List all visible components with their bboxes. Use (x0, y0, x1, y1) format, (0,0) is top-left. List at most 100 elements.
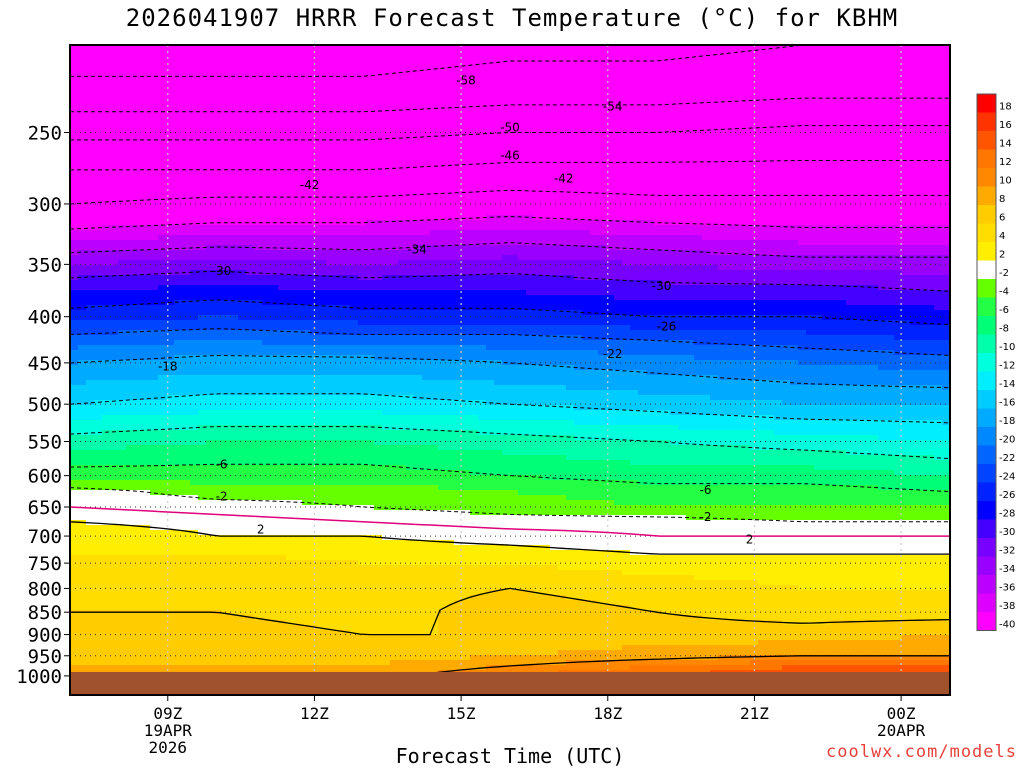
temp-cell (774, 150, 783, 156)
temp-cell (262, 135, 271, 141)
temp-cell (462, 105, 471, 111)
temp-cell (630, 105, 639, 111)
temp-cell (558, 255, 567, 261)
temp-cell (870, 230, 879, 236)
temp-cell (702, 110, 711, 116)
temp-cell (718, 150, 727, 156)
temp-cell (286, 85, 295, 91)
temp-cell (126, 260, 135, 266)
temp-cell (222, 45, 231, 51)
temp-cell (438, 240, 447, 246)
temp-cell (182, 260, 191, 266)
temp-cell (566, 180, 575, 186)
temp-cell (694, 70, 703, 76)
temp-cell (158, 95, 167, 101)
temp-cell (910, 155, 919, 161)
temp-cell (366, 250, 375, 256)
temp-cell (910, 75, 919, 81)
temp-cell (894, 240, 903, 246)
temp-cell (246, 235, 255, 241)
temp-cell (894, 100, 903, 106)
temp-cell (670, 130, 679, 136)
temp-cell (838, 180, 847, 186)
temp-cell (614, 235, 623, 241)
temp-cell (686, 120, 695, 126)
temp-cell (286, 210, 295, 216)
temp-cell (558, 230, 567, 236)
temp-cell (662, 45, 671, 51)
temp-cell (478, 120, 487, 126)
temp-cell (494, 110, 503, 116)
temp-cell (550, 205, 559, 211)
temp-cell (110, 265, 119, 271)
temp-cell (446, 115, 455, 121)
temp-cell (630, 115, 639, 121)
temp-cell (110, 180, 119, 186)
temp-cell (846, 210, 855, 216)
temp-cell (646, 85, 655, 91)
temp-cell (366, 95, 375, 101)
temp-cell (374, 65, 383, 71)
temp-cell (446, 250, 455, 256)
temp-cell (278, 105, 287, 111)
temp-cell (758, 90, 767, 96)
temp-cell (286, 80, 295, 86)
temp-cell (318, 270, 327, 276)
temp-cell (510, 210, 519, 216)
temp-cell (374, 240, 383, 246)
temp-cell (278, 45, 287, 51)
temp-cell (294, 265, 303, 271)
temp-cell (606, 185, 615, 191)
temp-cell (126, 265, 135, 271)
temp-cell (846, 190, 855, 196)
temp-cell (654, 150, 663, 156)
temp-cell (382, 80, 391, 86)
temp-cell (638, 185, 647, 191)
temp-cell (134, 185, 143, 191)
temp-cell (518, 260, 527, 266)
temp-cell (206, 185, 215, 191)
temp-cell (166, 240, 175, 246)
temp-cell (246, 185, 255, 191)
temp-cell (638, 165, 647, 171)
temp-cell (446, 150, 455, 156)
temp-cell (862, 185, 871, 191)
temp-cell (542, 145, 551, 151)
temp-cell (102, 210, 111, 216)
temp-cell (830, 215, 839, 221)
temp-cell (838, 200, 847, 206)
temp-cell (646, 55, 655, 61)
temp-cell (326, 180, 335, 186)
temp-cell (670, 245, 679, 251)
temp-cell (86, 75, 95, 81)
temp-cell (150, 180, 159, 186)
temp-cell (382, 50, 391, 56)
temp-cell (822, 235, 831, 241)
temp-cell (774, 175, 783, 181)
temp-cell (430, 205, 439, 211)
temp-cell (374, 120, 383, 126)
temp-cell (598, 85, 607, 91)
temp-cell (390, 120, 399, 126)
temp-cell (438, 100, 447, 106)
temp-cell (374, 75, 383, 81)
temp-cell (574, 195, 583, 201)
temp-cell (662, 170, 671, 176)
temp-cell (110, 225, 119, 231)
temp-cell (670, 100, 679, 106)
temp-cell (694, 170, 703, 176)
temp-cell (590, 45, 599, 51)
temp-cell (766, 230, 775, 236)
temp-cell (486, 50, 495, 56)
temp-cell (310, 120, 319, 126)
temp-cell (462, 110, 471, 116)
temp-cell (270, 45, 279, 51)
temp-cell (110, 200, 119, 206)
temp-cell (198, 90, 207, 96)
temp-cell (262, 80, 271, 86)
temp-cell (934, 190, 943, 196)
temp-cell (638, 250, 647, 256)
temp-cell (678, 265, 687, 271)
temp-cell (366, 100, 375, 106)
temp-cell (926, 150, 935, 156)
